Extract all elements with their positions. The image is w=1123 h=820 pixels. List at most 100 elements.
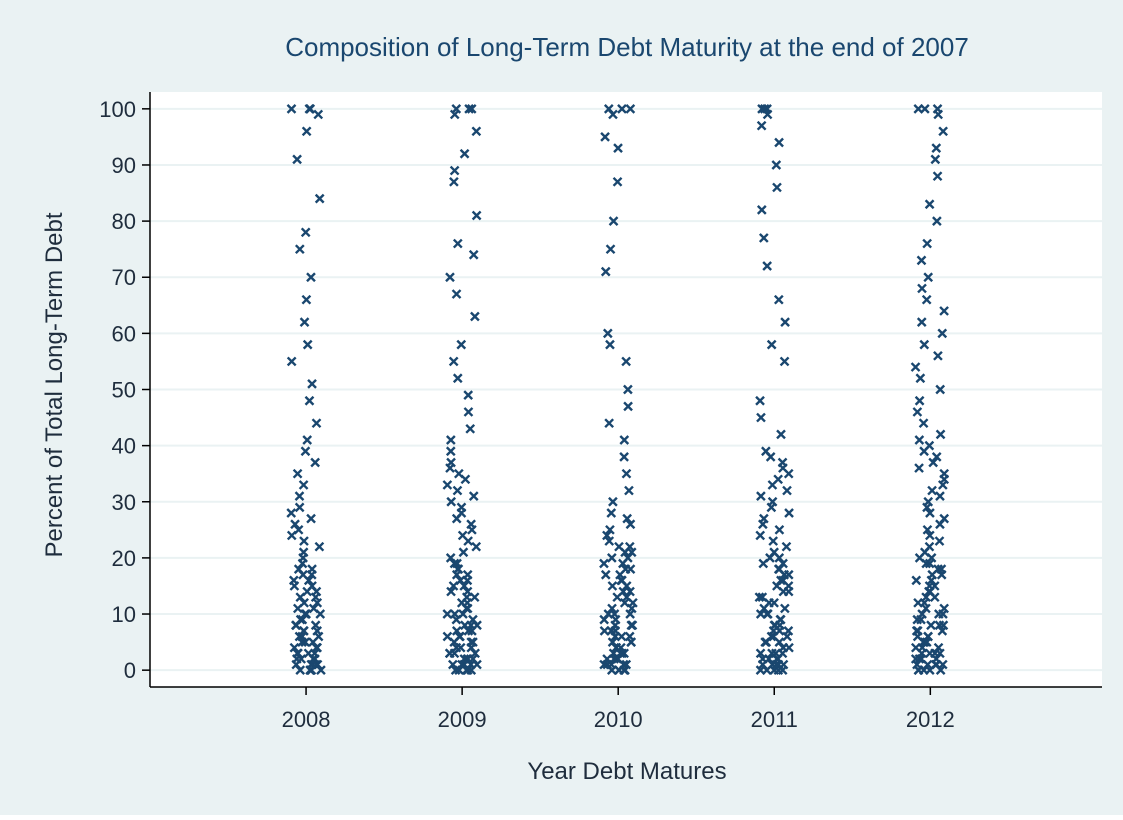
point-2009-80 <box>448 356 459 367</box>
point-2010-83 <box>613 143 623 153</box>
point-2011-39 <box>780 603 790 614</box>
point-2012-41 <box>913 597 923 608</box>
point-2009-76 <box>465 423 476 434</box>
point-2012-64 <box>939 513 950 524</box>
point-2009-78 <box>463 390 474 400</box>
point-2012-61 <box>925 530 935 541</box>
point-2009-69 <box>442 480 453 490</box>
point-2011-60 <box>768 536 779 546</box>
point-2011-62 <box>774 524 785 535</box>
point-2012-88 <box>937 328 948 339</box>
point-2010-67 <box>606 508 617 518</box>
point-2011-86 <box>756 205 767 215</box>
point-2012-81 <box>912 407 923 417</box>
point-2009-74 <box>445 446 456 457</box>
point-2011-53 <box>774 564 785 574</box>
point-2008-34 <box>297 614 308 625</box>
point-2012-32 <box>934 620 945 631</box>
point-2008-69 <box>300 446 311 457</box>
tick-labels: 0 10 20 30 40 50 60 70 80 90 100 2008 2009 2010 2011 20… <box>99 97 955 732</box>
point-2012-75 <box>931 452 942 462</box>
point-2012-86 <box>933 350 943 361</box>
point-2012-67 <box>923 496 934 507</box>
point-2012-85 <box>910 362 921 372</box>
point-2009-94 <box>451 103 462 114</box>
point-2011-76 <box>761 446 771 457</box>
point-2012-47 <box>929 581 940 591</box>
point-2010-88 <box>603 103 614 114</box>
point-2011-55 <box>778 558 788 569</box>
point-2010-69 <box>624 485 634 496</box>
point-2009-54 <box>449 558 460 569</box>
point-2010-9 <box>599 659 609 670</box>
y-tick-label: 70 <box>112 265 136 290</box>
point-2010-68 <box>608 496 618 507</box>
point-2010-78 <box>602 328 613 339</box>
point-2010-82 <box>612 176 623 187</box>
point-2009-15 <box>470 648 481 659</box>
point-2012-105 <box>913 103 924 114</box>
point-2008-63 <box>286 508 297 518</box>
point-2010-8 <box>621 659 632 670</box>
y-axis-label: Percent of Total Long-Term Debt <box>41 212 68 557</box>
point-2009-67 <box>468 491 479 501</box>
point-2008-20 <box>289 642 300 653</box>
point-2009-58 <box>471 541 482 552</box>
point-2010-57 <box>623 553 633 563</box>
point-2012-94 <box>916 255 927 266</box>
y-tick-label: 80 <box>112 209 136 234</box>
point-2010-73 <box>604 418 615 429</box>
point-2008-60 <box>293 524 304 535</box>
point-2012-100 <box>931 143 942 153</box>
point-2008-38 <box>308 603 319 614</box>
point-2012-65 <box>925 508 935 518</box>
point-2008-81 <box>314 193 325 204</box>
point-2009-87 <box>471 210 482 221</box>
y-tick-label: 60 <box>112 321 136 346</box>
point-2012-25 <box>923 631 933 642</box>
point-2009-66 <box>446 496 457 507</box>
point-2009-28 <box>463 626 474 636</box>
y-tick-label: 50 <box>112 378 136 403</box>
point-2011-61 <box>755 530 766 541</box>
chart-title: Composition of Long-Term Debt Maturity a… <box>285 32 969 62</box>
point-2010-76 <box>621 356 631 367</box>
point-2011-74 <box>777 457 788 468</box>
point-2011-43 <box>757 592 768 603</box>
point-2012-89 <box>916 317 927 327</box>
point-2010-66 <box>622 513 633 524</box>
point-2008-73 <box>307 379 317 389</box>
point-2008-58 <box>299 536 309 546</box>
point-2008-86 <box>286 103 297 114</box>
point-2010-38 <box>607 603 617 614</box>
x-tick-label: 2009 <box>438 707 487 732</box>
point-2008-78 <box>306 272 316 283</box>
point-2012-97 <box>924 199 935 210</box>
point-2008-74 <box>286 356 297 367</box>
point-2009-12 <box>459 654 470 664</box>
point-2011-71 <box>773 474 784 485</box>
point-2011-80 <box>779 356 790 367</box>
point-2012-59 <box>924 541 935 552</box>
point-2009-26 <box>442 631 453 642</box>
point-2011-59 <box>781 541 792 552</box>
point-2008-57 <box>314 541 325 552</box>
point-2011-85 <box>758 233 769 243</box>
point-2009-81 <box>456 339 467 350</box>
point-2010-26 <box>624 631 635 642</box>
point-2012-101 <box>938 126 949 137</box>
point-2011-20 <box>778 642 789 653</box>
point-2012-96 <box>932 216 942 226</box>
point-2012-19 <box>933 642 944 653</box>
series-2008 <box>286 103 326 676</box>
point-2010-46 <box>607 581 618 591</box>
point-2010-51 <box>600 569 611 580</box>
y-tick-label: 20 <box>112 546 136 571</box>
point-2011-64 <box>759 513 769 524</box>
point-2011-87 <box>772 182 782 193</box>
point-2012-11 <box>914 654 925 664</box>
point-2009-68 <box>452 485 463 496</box>
point-2011-81 <box>766 339 777 350</box>
point-2010-72 <box>619 435 630 445</box>
